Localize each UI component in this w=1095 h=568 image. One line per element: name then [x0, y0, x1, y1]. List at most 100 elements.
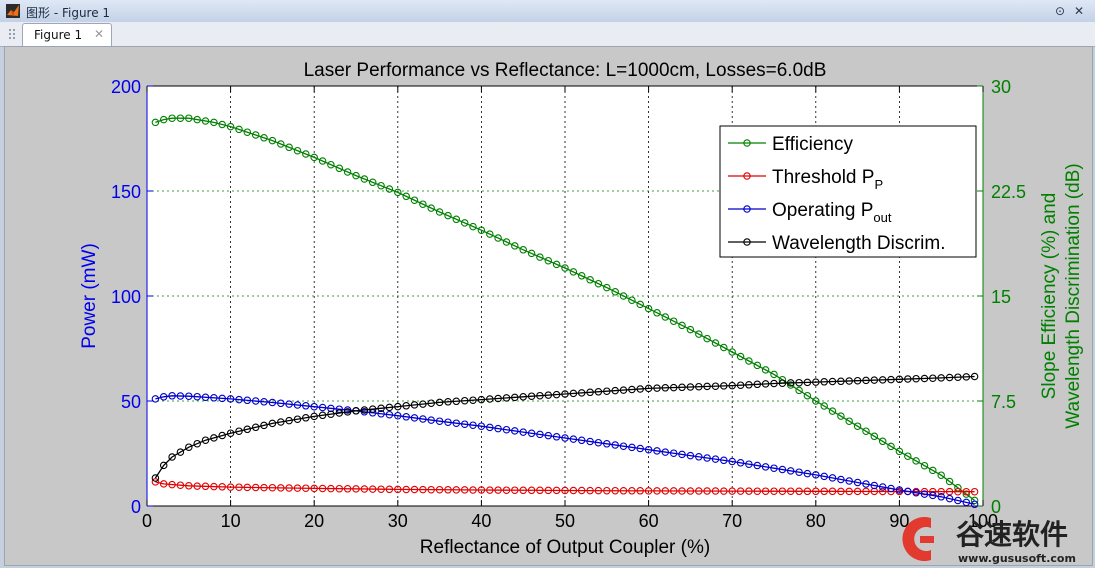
data-point-marker — [803, 391, 812, 400]
data-point-marker — [419, 485, 427, 494]
data-point-marker — [302, 484, 310, 492]
data-point-marker — [644, 487, 653, 495]
data-point-marker — [460, 420, 469, 428]
y-right-tick-label: 15 — [991, 287, 1011, 307]
data-point-marker — [460, 486, 469, 494]
data-point-marker — [853, 376, 862, 385]
data-point-marker — [469, 396, 477, 404]
data-point-marker — [251, 131, 260, 139]
data-point-marker — [452, 486, 461, 494]
y-left-tick-label: 200 — [111, 77, 141, 97]
series-wavelength-discrim — [151, 372, 979, 482]
data-point-marker — [569, 268, 578, 276]
data-point-marker — [251, 397, 260, 405]
data-point-marker — [770, 370, 778, 379]
data-point-marker — [502, 486, 511, 494]
data-point-marker — [536, 430, 544, 439]
data-point-marker — [619, 487, 628, 495]
data-point-marker — [235, 395, 243, 404]
data-point-marker — [904, 487, 912, 496]
data-point-marker — [678, 487, 686, 495]
data-point-marker — [628, 487, 636, 495]
data-point-marker — [519, 393, 527, 401]
data-point-marker — [277, 484, 285, 492]
data-point-marker — [435, 485, 444, 494]
tab-figure-1[interactable]: Figure 1 ✕ — [22, 23, 112, 47]
data-point-marker — [419, 400, 427, 408]
data-point-marker — [460, 219, 469, 227]
data-point-marker — [887, 375, 895, 384]
legend-label: Efficiency — [772, 134, 853, 155]
data-point-marker — [937, 471, 945, 479]
data-point-marker — [260, 398, 268, 406]
data-point-marker — [603, 387, 611, 395]
data-point-marker — [302, 414, 310, 422]
data-point-marker — [385, 485, 394, 494]
data-point-marker — [711, 339, 720, 347]
drag-grip-icon[interactable] — [8, 27, 18, 41]
data-point-marker — [168, 480, 176, 489]
data-point-marker — [159, 115, 168, 124]
data-point-marker — [544, 391, 553, 399]
data-point-marker — [945, 494, 954, 503]
data-point-marker — [176, 114, 185, 122]
data-point-marker — [394, 402, 402, 411]
data-point-marker — [686, 487, 695, 495]
data-point-marker — [761, 380, 770, 388]
data-point-marker — [552, 260, 561, 269]
data-point-marker — [268, 398, 277, 407]
data-point-marker — [603, 283, 611, 292]
data-point-marker — [945, 373, 954, 382]
data-point-marker — [460, 396, 469, 405]
data-point-marker — [210, 394, 218, 402]
data-point-marker — [653, 309, 661, 317]
data-point-marker — [970, 487, 979, 496]
data-point-marker — [327, 484, 335, 493]
data-point-marker — [310, 412, 318, 421]
data-point-marker — [285, 400, 293, 408]
data-point-marker — [502, 238, 511, 246]
tab-strip: Figure 1 ✕ — [0, 22, 1095, 47]
data-point-marker — [410, 485, 419, 494]
data-point-marker — [653, 487, 661, 495]
watermark-text: 谷速软件 — [956, 518, 1068, 551]
data-point-marker — [611, 288, 619, 296]
data-point-marker — [561, 434, 569, 442]
data-point-marker — [210, 434, 218, 442]
data-point-marker — [502, 394, 511, 402]
data-point-marker — [820, 402, 828, 410]
data-point-marker — [845, 377, 853, 385]
data-point-marker — [185, 482, 193, 490]
data-point-marker — [318, 403, 327, 412]
data-point-marker — [812, 397, 820, 405]
data-point-marker — [820, 487, 828, 496]
data-point-marker — [786, 487, 795, 495]
data-point-marker — [586, 388, 594, 397]
close-icon[interactable]: ✕ — [1073, 4, 1085, 18]
data-point-marker — [226, 429, 235, 437]
data-point-marker — [929, 491, 937, 500]
data-point-marker — [778, 379, 787, 387]
data-point-marker — [427, 416, 435, 424]
data-point-marker — [310, 153, 318, 162]
data-point-marker — [193, 439, 201, 448]
window-menu-icon[interactable]: ⊙ — [1054, 4, 1066, 18]
x-tick-label: 10 — [221, 511, 241, 531]
data-point-marker — [878, 437, 887, 446]
data-point-marker — [185, 114, 193, 122]
data-point-marker — [235, 483, 243, 491]
data-point-marker — [352, 171, 360, 180]
chart-title: Laser Performance vs Reflectance: L=1000… — [304, 60, 827, 81]
matlab-logo-icon — [6, 4, 20, 18]
data-point-marker — [218, 431, 226, 440]
tab-close-icon[interactable]: ✕ — [94, 27, 105, 41]
data-point-marker — [243, 128, 252, 136]
data-point-marker — [786, 381, 795, 389]
data-point-marker — [402, 402, 410, 410]
data-point-marker — [828, 377, 837, 386]
data-point-marker — [954, 484, 962, 492]
data-point-marker — [786, 379, 795, 387]
data-point-marker — [937, 374, 945, 382]
data-point-marker — [845, 477, 853, 485]
data-point-marker — [970, 372, 979, 381]
